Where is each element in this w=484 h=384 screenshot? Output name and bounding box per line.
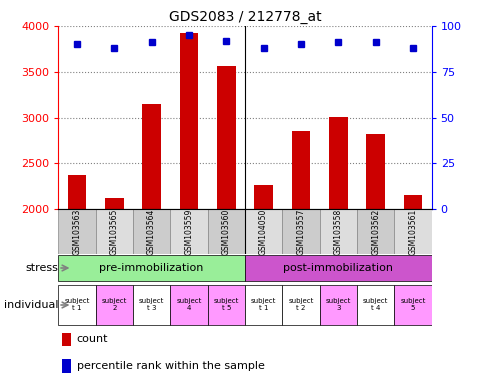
Bar bbox=[282, 285, 319, 325]
Bar bbox=[244, 209, 282, 254]
Bar bbox=[170, 285, 207, 325]
Text: subject
t 4: subject t 4 bbox=[362, 298, 388, 311]
Text: GSM103563: GSM103563 bbox=[72, 208, 81, 255]
Bar bbox=[291, 131, 310, 209]
Bar bbox=[356, 285, 393, 325]
Bar bbox=[244, 285, 282, 325]
Bar bbox=[179, 33, 198, 209]
Bar bbox=[67, 175, 86, 209]
Bar bbox=[319, 285, 356, 325]
Bar bbox=[207, 285, 244, 325]
Bar bbox=[356, 209, 393, 254]
Bar bbox=[170, 209, 207, 254]
Title: GDS2083 / 212778_at: GDS2083 / 212778_at bbox=[168, 10, 320, 23]
Bar bbox=[403, 195, 422, 209]
Bar bbox=[58, 209, 95, 254]
Text: stress: stress bbox=[25, 263, 58, 273]
Text: GSM103558: GSM103558 bbox=[333, 209, 342, 255]
Bar bbox=[393, 209, 431, 254]
Bar bbox=[62, 333, 71, 346]
Bar bbox=[58, 255, 244, 281]
Bar bbox=[328, 117, 347, 209]
Text: post-immobilization: post-immobilization bbox=[283, 263, 393, 273]
Bar bbox=[133, 209, 170, 254]
Text: GSM103564: GSM103564 bbox=[147, 208, 156, 255]
Bar bbox=[142, 104, 161, 209]
Text: pre-immobilization: pre-immobilization bbox=[99, 263, 203, 273]
Bar bbox=[133, 285, 170, 325]
Text: GSM103562: GSM103562 bbox=[370, 209, 379, 255]
Bar bbox=[95, 285, 133, 325]
Text: subject
2: subject 2 bbox=[101, 298, 127, 311]
Text: count: count bbox=[76, 334, 108, 344]
Bar bbox=[319, 209, 356, 254]
Bar bbox=[254, 185, 272, 209]
Text: subject
t 2: subject t 2 bbox=[287, 298, 313, 311]
Bar bbox=[207, 209, 244, 254]
Bar bbox=[58, 285, 95, 325]
Text: subject
t 1: subject t 1 bbox=[250, 298, 276, 311]
Text: GSM103557: GSM103557 bbox=[296, 208, 305, 255]
Text: GSM103560: GSM103560 bbox=[221, 208, 230, 255]
Bar bbox=[105, 198, 123, 209]
Bar bbox=[216, 66, 235, 209]
Text: percentile rank within the sample: percentile rank within the sample bbox=[76, 361, 264, 371]
Bar bbox=[244, 255, 431, 281]
Text: subject
4: subject 4 bbox=[176, 298, 201, 311]
Text: GSM103561: GSM103561 bbox=[408, 209, 417, 255]
Bar bbox=[95, 209, 133, 254]
Text: individual: individual bbox=[4, 300, 58, 310]
Text: GSM103565: GSM103565 bbox=[109, 208, 119, 255]
Bar bbox=[365, 134, 384, 209]
Bar bbox=[282, 209, 319, 254]
Text: subject
5: subject 5 bbox=[399, 298, 425, 311]
Text: subject
t 5: subject t 5 bbox=[213, 298, 239, 311]
Text: GSM103559: GSM103559 bbox=[184, 208, 193, 255]
Text: subject
t 1: subject t 1 bbox=[64, 298, 90, 311]
Bar bbox=[393, 285, 431, 325]
Bar bbox=[62, 359, 71, 372]
Text: GSM104050: GSM104050 bbox=[258, 208, 268, 255]
Text: subject
t 3: subject t 3 bbox=[138, 298, 164, 311]
Text: subject
3: subject 3 bbox=[325, 298, 350, 311]
